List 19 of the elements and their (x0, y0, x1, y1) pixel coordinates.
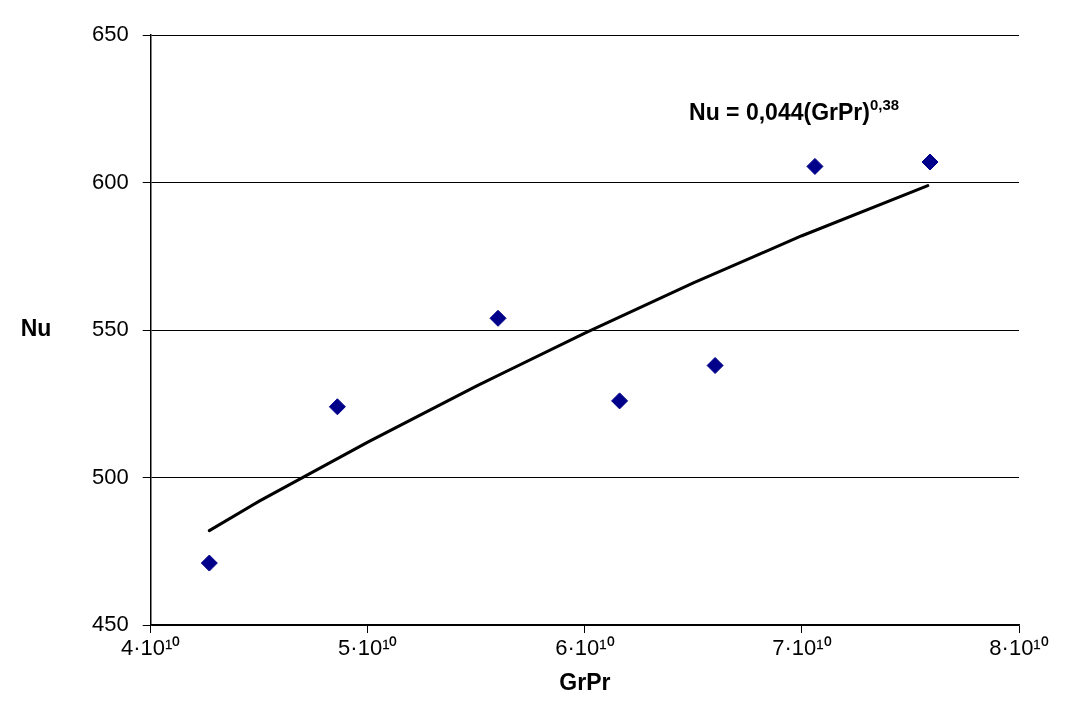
x-tick-label: 8·10¹⁰ (989, 635, 1049, 661)
y-tick-label: 600 (91, 168, 129, 194)
y-axis-title: Nu (20, 315, 52, 342)
x-tick-label: 7·10¹⁰ (772, 635, 832, 661)
x-tick-label: 6·10¹⁰ (555, 635, 615, 661)
point (328, 398, 346, 416)
x-tick-label: 5·10¹⁰ (338, 635, 398, 661)
point (921, 153, 939, 171)
y-tick-label: 500 (91, 463, 129, 489)
y-tick-label: 450 (91, 611, 129, 637)
point (806, 157, 824, 175)
x-tick-label: 4·10¹⁰ (121, 635, 181, 661)
y-tick-label: 650 (91, 21, 129, 47)
x-axis-title: GrPr (559, 668, 611, 695)
point (611, 392, 629, 410)
point (489, 309, 507, 327)
point (706, 356, 724, 374)
point (200, 554, 218, 572)
y-tick-label: 550 (91, 316, 129, 342)
